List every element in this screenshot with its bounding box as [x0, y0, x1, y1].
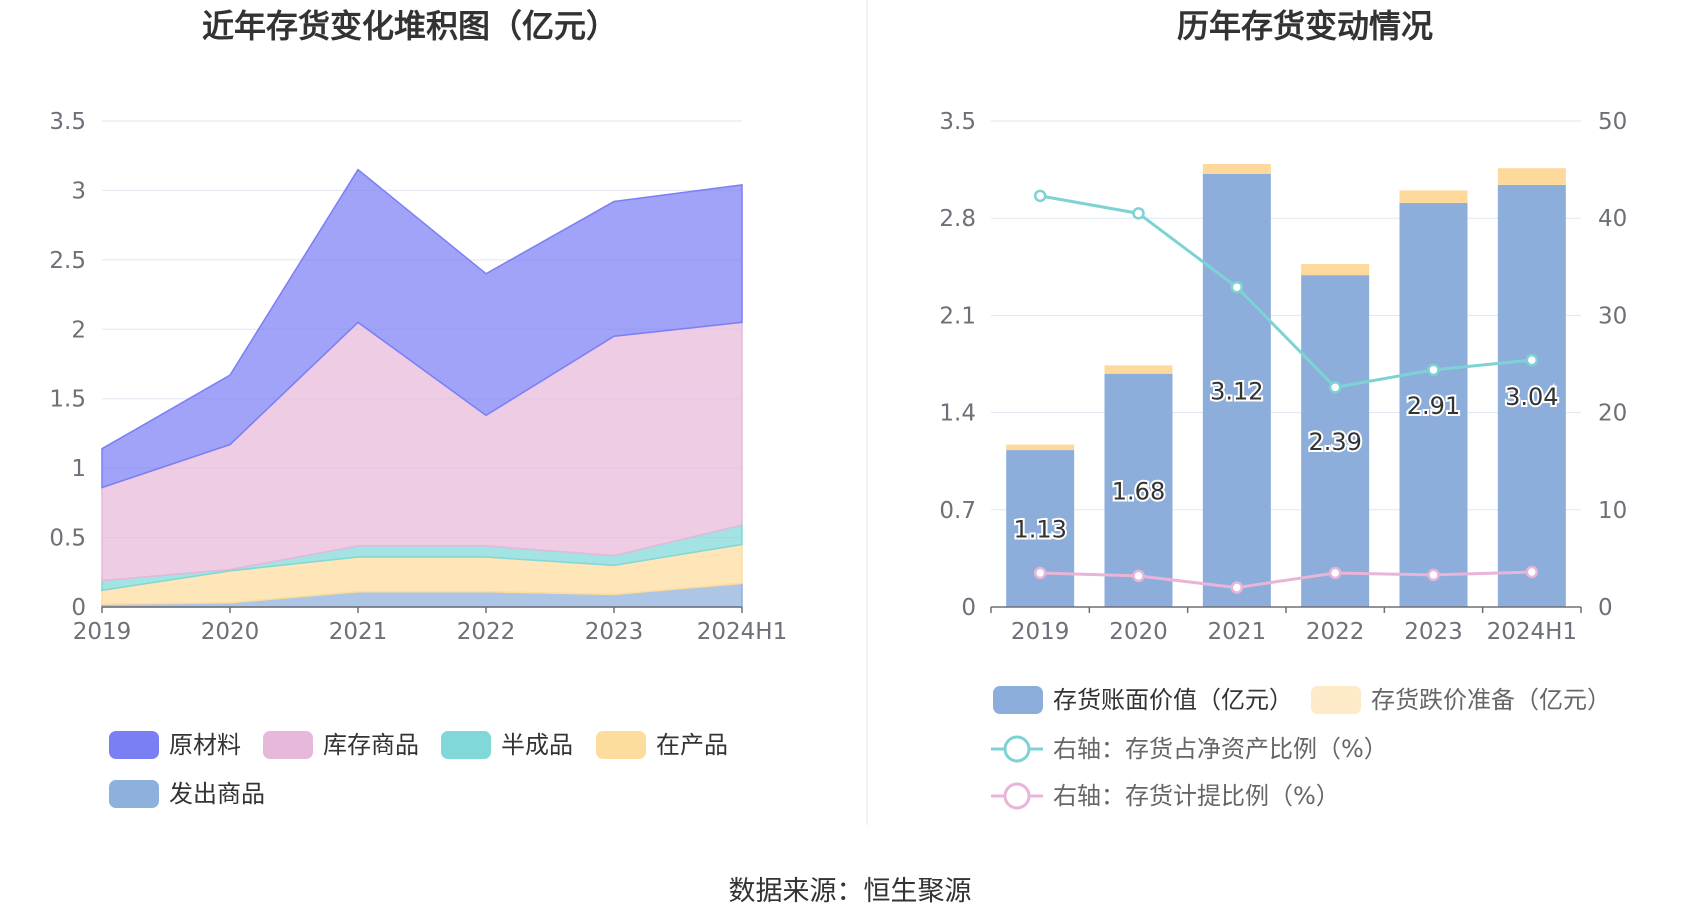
line-point — [1230, 581, 1244, 594]
x-tick-label: 2021 — [329, 619, 388, 645]
legend-swatch — [441, 731, 491, 759]
line-point — [1230, 280, 1244, 294]
line-point — [1132, 569, 1145, 583]
stacked-area-chart: 0 0.5 1 1.5 2 2.5 3 3.5 2019 2020 2021 2022 2023 2024… — [49, 109, 787, 645]
line-point — [1525, 565, 1539, 579]
x-tick-label: 2021 — [1208, 619, 1267, 645]
line-point — [1525, 353, 1539, 367]
y-tick-label: 0.7 — [939, 498, 976, 524]
y-tick-label: 3 — [71, 178, 86, 204]
x-tick-label: 2019 — [1011, 619, 1070, 645]
legend-swatch — [1311, 686, 1361, 714]
y2-tick-label: 30 — [1598, 303, 1627, 329]
y-tick-label: 1.4 — [939, 401, 976, 427]
legend-label: 在产品 — [656, 731, 728, 759]
right-legend: 存货账面价值（亿元） 存货跌价准备（亿元） 右轴：存货占净资产比例（%） 右轴：存货计… — [991, 686, 1611, 810]
y2-tick-label: 50 — [1598, 109, 1627, 135]
y-tick-label: 0 — [961, 595, 976, 621]
bar-book-value — [1202, 173, 1271, 607]
bar-book-value — [1497, 184, 1566, 608]
legend-swatch — [993, 686, 1043, 714]
bar-value-label: 2.39 — [1308, 428, 1361, 456]
line-point — [1328, 566, 1342, 580]
y2-tick-label: 20 — [1598, 401, 1627, 427]
y-tick-label: 1.5 — [49, 387, 86, 413]
line-series-3 — [1040, 570, 1532, 590]
bar-value-label: 2.91 — [1407, 392, 1460, 420]
bar-book-value — [1104, 373, 1173, 607]
bar-book-value — [1399, 202, 1468, 607]
y-tick-label: 2 — [71, 317, 86, 343]
bar-impairment — [1497, 168, 1566, 185]
line-point — [1033, 189, 1047, 203]
left-chart-title: 近年存货变化堆积图（亿元） — [202, 7, 618, 45]
y-tick-label: 3.5 — [939, 109, 976, 135]
legend-swatch — [109, 780, 159, 808]
bar-value-label: 3.12 — [1210, 377, 1263, 405]
legend-label: 右轴：存货占净资产比例（%） — [1053, 735, 1388, 763]
bar-line-chart: 0 0.7 1.4 2.1 2.8 3.5 0 10 20 30 40 50 2019 2020 2021 2… — [939, 109, 1627, 645]
bar-impairment — [1301, 264, 1370, 276]
bar-impairment — [1006, 444, 1075, 451]
y2-tick-label: 40 — [1598, 206, 1627, 232]
bar-impairment — [1202, 164, 1271, 174]
y-tick-label: 2.8 — [939, 206, 976, 232]
y-tick-label: 0 — [71, 595, 86, 621]
x-tick-label: 2024H1 — [1487, 619, 1577, 645]
line-point — [1132, 207, 1145, 220]
legend-label: 存货跌价准备（亿元） — [1371, 686, 1611, 714]
legend-swatch — [263, 731, 313, 759]
line-point — [1033, 566, 1047, 580]
y-tick-label: 1 — [71, 456, 86, 482]
legend-swatch — [596, 731, 646, 759]
area-series-4 — [101, 168, 743, 489]
y-tick-label: 3.5 — [49, 109, 86, 135]
y-tick-label: 2.5 — [49, 248, 86, 274]
legend-label: 库存商品 — [323, 731, 419, 759]
x-tick-label: 2022 — [1306, 619, 1365, 645]
y2-tick-label: 0 — [1598, 595, 1613, 621]
y-tick-label: 2.1 — [939, 303, 976, 329]
x-tick-label: 2020 — [1109, 619, 1168, 645]
bar-impairment — [1104, 365, 1173, 374]
line-series-2 — [1039, 194, 1532, 389]
x-tick-label: 2020 — [201, 619, 260, 645]
legend-label: 发出商品 — [169, 780, 265, 808]
line-point — [1427, 568, 1440, 582]
legend-marker — [1003, 782, 1031, 810]
x-tick-label: 2023 — [585, 619, 644, 645]
legend-label: 半成品 — [501, 731, 573, 759]
legend-label: 右轴：存货计提比例（%） — [1053, 782, 1340, 810]
line-point — [1328, 381, 1342, 394]
bar-value-label: 1.68 — [1112, 477, 1165, 505]
x-tick-label: 2024H1 — [697, 619, 787, 645]
bar-book-value — [1006, 450, 1075, 607]
x-tick-label: 2022 — [457, 619, 516, 645]
line-point — [1427, 363, 1440, 377]
right-chart-title: 历年存货变动情况 — [1177, 7, 1433, 45]
legend-label: 存货账面价值（亿元） — [1053, 686, 1293, 714]
x-tick-label: 2019 — [73, 619, 132, 645]
legend-swatch — [109, 731, 159, 759]
y2-tick-label: 10 — [1598, 498, 1627, 524]
bar-value-label: 3.04 — [1505, 383, 1558, 411]
bar-impairment — [1399, 190, 1468, 203]
legend-label: 原材料 — [169, 731, 241, 759]
legend-marker — [1003, 735, 1031, 763]
data-source: 数据来源：恒生聚源 — [729, 876, 972, 907]
x-tick-label: 2023 — [1404, 619, 1463, 645]
bar-book-value — [1301, 275, 1370, 607]
y-tick-label: 0.5 — [49, 526, 86, 552]
bar-value-label: 1.13 — [1013, 516, 1066, 544]
